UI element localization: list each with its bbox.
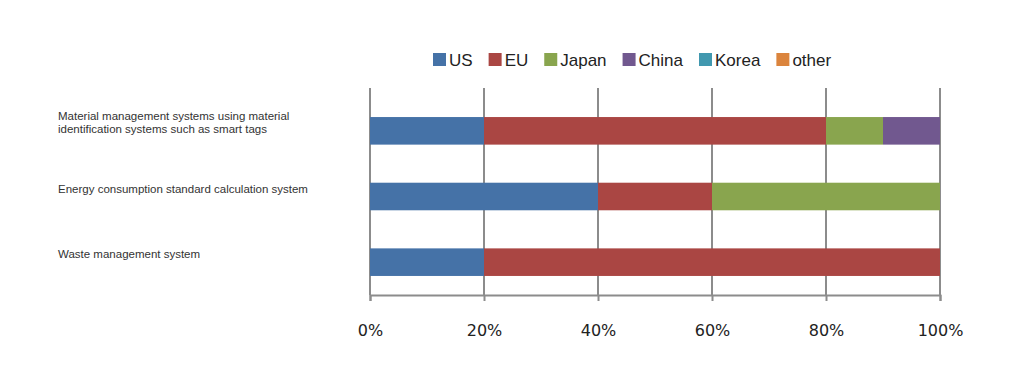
bar xyxy=(598,183,712,211)
bars xyxy=(370,117,940,276)
category-label: Energy consumption standard calculation … xyxy=(58,183,308,195)
bar xyxy=(940,248,941,276)
bar xyxy=(712,183,940,211)
bar xyxy=(940,183,941,211)
legend-item: China xyxy=(623,51,684,70)
legend-label: China xyxy=(639,51,684,70)
legend-item: US xyxy=(433,51,473,70)
tick-label: 0% xyxy=(358,321,383,340)
category-label: Waste management system xyxy=(58,248,200,260)
bar xyxy=(940,117,941,145)
tick: 0% xyxy=(358,295,383,340)
legend-item: other xyxy=(776,51,831,70)
tick-mark xyxy=(940,295,942,301)
bar xyxy=(883,117,940,145)
tick-mark xyxy=(826,295,828,301)
tick-mark xyxy=(598,295,600,301)
legend-swatch xyxy=(623,53,636,66)
bar xyxy=(484,248,940,276)
tick-label: 60% xyxy=(695,321,731,340)
legend-label: Japan xyxy=(560,51,606,70)
legend: US EU Japan China Korea other xyxy=(433,51,831,70)
y-axis: Material management systems using materi… xyxy=(58,110,308,260)
tick-label: 20% xyxy=(467,321,503,340)
legend-swatch xyxy=(489,53,502,66)
tick-label: 100% xyxy=(918,321,964,340)
legend-item: Korea xyxy=(699,51,761,70)
legend-label: EU xyxy=(505,51,529,70)
chart: 0% 20% 40% 60% 80% 100% Material management sy… xyxy=(0,0,1012,365)
grid xyxy=(370,88,940,295)
tick-label: 40% xyxy=(581,321,617,340)
series-bars xyxy=(883,117,940,145)
legend-label: US xyxy=(449,51,473,70)
tick: 20% xyxy=(467,295,503,340)
bar xyxy=(370,117,484,145)
legend-swatch xyxy=(433,53,446,66)
bar xyxy=(940,248,941,276)
x-axis: 0% 20% 40% 60% 80% 100% xyxy=(358,295,964,340)
legend-label: other xyxy=(792,51,831,70)
bar xyxy=(940,248,941,276)
legend-item: EU xyxy=(489,51,529,70)
tick-mark xyxy=(370,295,372,301)
legend-swatch xyxy=(776,53,789,66)
bar xyxy=(826,117,883,145)
bar xyxy=(940,117,941,145)
legend-item: Japan xyxy=(544,51,606,70)
bar xyxy=(940,248,941,276)
tick-mark xyxy=(712,295,714,301)
bar xyxy=(370,183,598,211)
tick: 80% xyxy=(809,295,845,340)
tick: 100% xyxy=(918,295,964,340)
axis-line xyxy=(371,296,941,302)
tick: 60% xyxy=(695,295,731,340)
bar xyxy=(940,183,941,211)
bar xyxy=(484,117,826,145)
legend-swatch xyxy=(699,53,712,66)
legend-label: Korea xyxy=(715,51,761,70)
tick-mark xyxy=(484,295,486,301)
series-bars xyxy=(484,117,940,276)
series-bars xyxy=(712,117,940,210)
tick: 40% xyxy=(581,295,617,340)
legend-swatch xyxy=(544,53,557,66)
category-label: Material management systems using materi… xyxy=(58,110,289,135)
bar xyxy=(370,248,484,276)
bar xyxy=(940,183,941,211)
tick-label: 80% xyxy=(809,321,845,340)
